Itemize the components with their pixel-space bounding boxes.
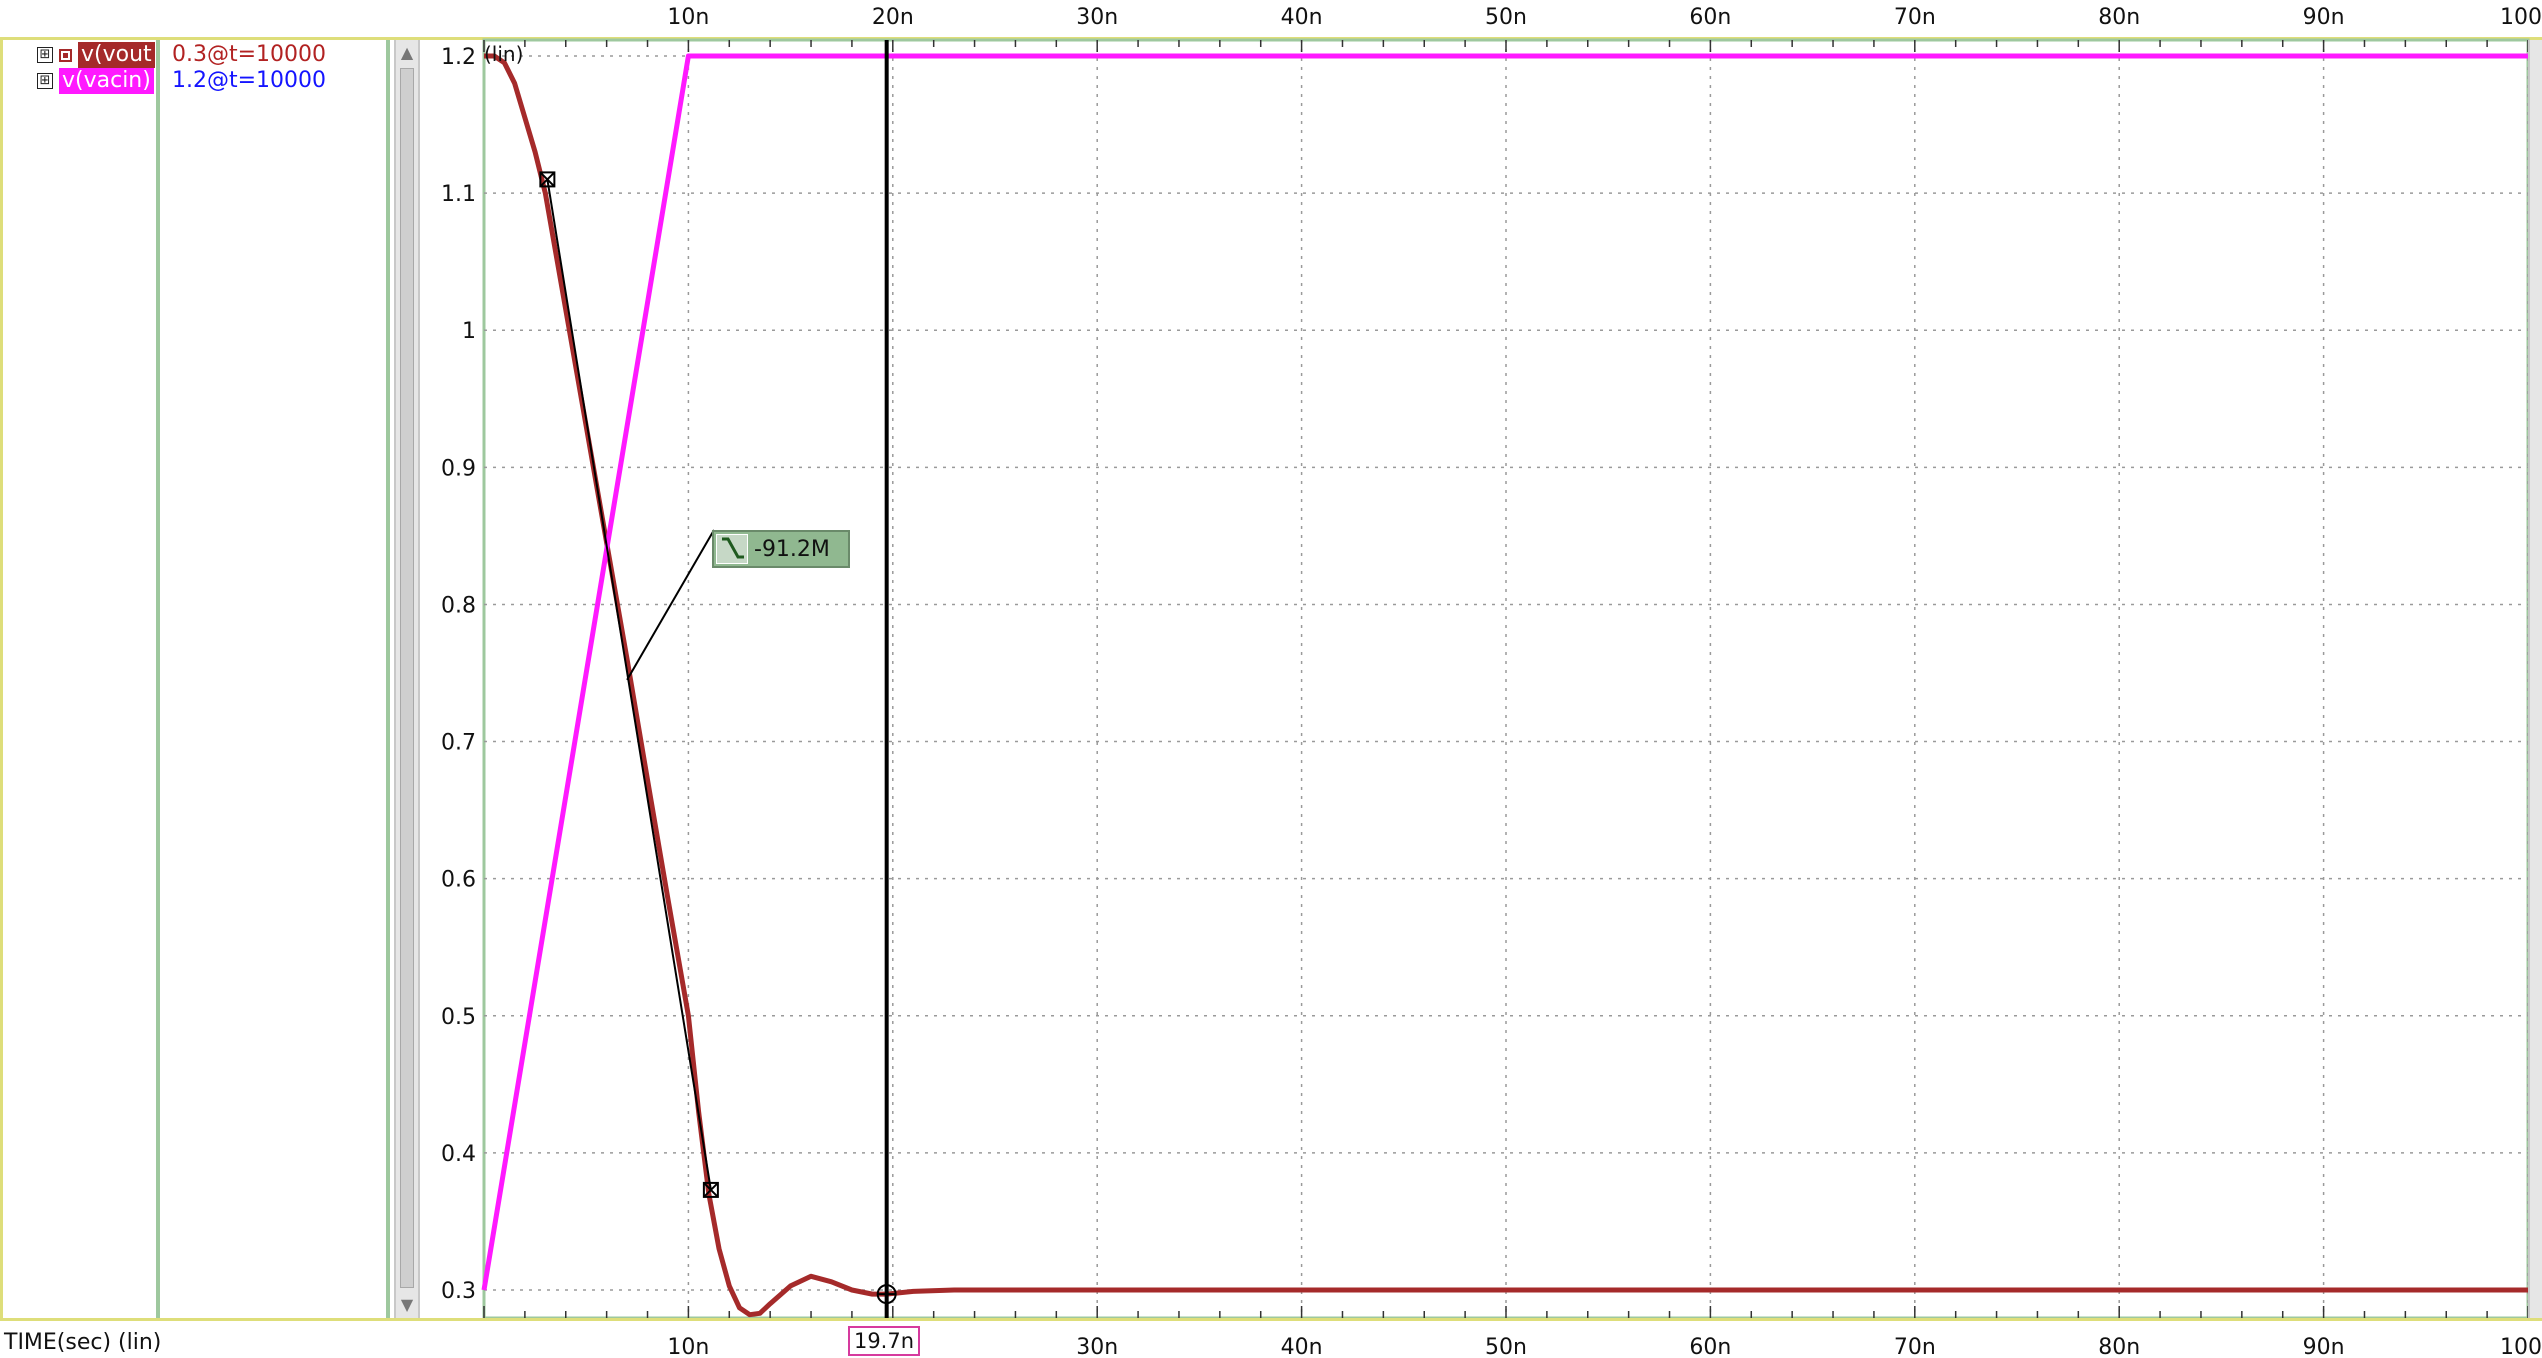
selected-marker-icon [59, 48, 72, 62]
signal-row-vacin[interactable]: ⊞ v(vacin) [37, 68, 154, 94]
expand-icon[interactable]: ⊞ [37, 73, 53, 89]
x-axis-title: TIME(sec) (lin) [4, 1330, 162, 1355]
signal-name-vacin[interactable]: v(vacin) [59, 68, 154, 94]
series-line-vvacin [481, 53, 2528, 1291]
bottom-border [0, 1318, 2542, 1321]
vertical-scrollbar[interactable]: ▲ ▼ [394, 40, 420, 1318]
y-tick-label: 1 [462, 319, 476, 344]
measure-point-marker-cross [539, 171, 556, 188]
y-tick-label: 0.5 [441, 1005, 476, 1030]
signal-value-vacin: 1.2@t=10000 [172, 68, 327, 93]
right-scrollbar[interactable] [2528, 40, 2542, 1318]
signal-value-pane: 0.3@t=10000 1.2@t=10000 [164, 40, 390, 1318]
y-scale-label: (lin) [484, 42, 524, 66]
y-tick-label: 0.7 [441, 731, 476, 756]
cursor-time-label[interactable]: 19.7n [848, 1326, 920, 1356]
x-tick-label-top: 70n [1894, 5, 1936, 30]
slope-value: -91.2M [754, 536, 830, 562]
x-tick-label-bottom: 90n [2303, 1335, 2345, 1358]
x-tick-label-bottom: 10n [667, 1335, 709, 1358]
x-tick-label-top: 100n [2500, 5, 2542, 30]
scroll-thumb[interactable] [400, 68, 414, 1288]
x-tick-label-bottom: 70n [1894, 1335, 1936, 1358]
y-tick-label: 0.9 [441, 456, 476, 481]
x-tick-label-bottom: 50n [1485, 1335, 1527, 1358]
y-tick-label: 0.6 [441, 868, 476, 893]
signal-row-vout[interactable]: ⊞ v(vout [37, 42, 155, 68]
y-tick-label: 0.8 [441, 593, 476, 618]
x-tick-label-bottom: 30n [1076, 1335, 1118, 1358]
slope-tangent-line [546, 179, 712, 1191]
y-tick-label: 0.3 [441, 1279, 476, 1304]
signal-value-vout: 0.3@t=10000 [172, 42, 327, 67]
expand-icon[interactable]: ⊞ [37, 47, 53, 63]
falling-edge-icon [716, 534, 748, 564]
x-tick-label-top: 30n [1076, 5, 1118, 30]
signal-name-vout[interactable]: v(vout [78, 42, 155, 68]
x-tick-label-top: 50n [1485, 5, 1527, 30]
x-tick-label-bottom: 40n [1281, 1335, 1323, 1358]
x-tick-label-top: 60n [1689, 5, 1731, 30]
x-tick-label-top: 90n [2303, 5, 2345, 30]
measure-point-marker [539, 171, 556, 188]
measure-point-marker [702, 1181, 719, 1198]
measure-point-marker-cross [703, 1182, 719, 1198]
x-tick-label-top: 80n [2098, 5, 2140, 30]
x-tick-label-bottom: 60n [1689, 1335, 1731, 1358]
x-tick-label-bottom: 80n [2098, 1335, 2140, 1358]
x-tick-label-top: 20n [872, 5, 914, 30]
y-tick-label: 1.2 [441, 45, 476, 70]
scroll-up-icon[interactable]: ▲ [400, 43, 414, 62]
scroll-down-icon[interactable]: ▼ [400, 1295, 414, 1314]
x-tick-label-top: 10n [667, 5, 709, 30]
y-tick-label: 0.4 [441, 1142, 476, 1167]
x-tick-label-top: 40n [1281, 5, 1323, 30]
signal-list-pane: ⊞ v(vout ⊞ v(vacin) [0, 40, 160, 1318]
x-tick-label-bottom: 100n [2500, 1335, 2542, 1358]
slope-annotation[interactable]: -91.2M [712, 530, 850, 568]
y-tick-label: 1.1 [441, 182, 476, 207]
annotation-leader-line [626, 529, 715, 681]
series-line-vvout [484, 53, 2528, 1318]
